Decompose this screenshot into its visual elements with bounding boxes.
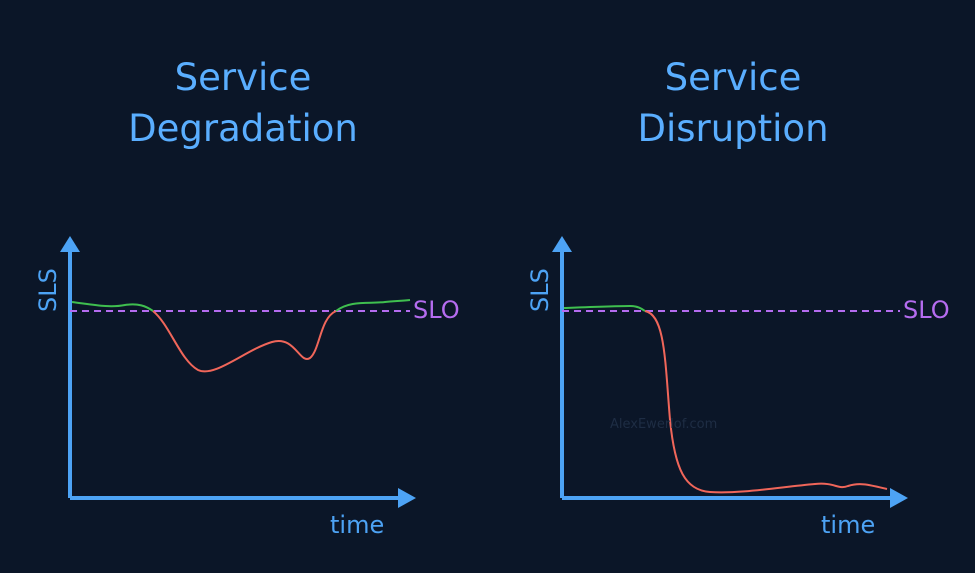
panel-title: Service [175, 56, 312, 99]
arrow-head [552, 236, 572, 252]
arrow-head [398, 488, 416, 508]
panel-title: Disruption [637, 107, 828, 150]
panel-title: Service [665, 56, 802, 99]
watermark: AlexEwerlof.com [610, 417, 717, 432]
sls-ok-line [71, 301, 154, 312]
panel-title: Degradation [128, 107, 358, 150]
y-label: SLS [526, 268, 554, 312]
sls-ok-line [563, 304, 646, 312]
sls-bad-line [644, 310, 888, 494]
arrow-head [60, 236, 80, 252]
slo-label: SLO [903, 296, 950, 324]
arrow-head [890, 488, 908, 508]
x-label: time [330, 511, 384, 539]
x-label: time [821, 511, 875, 539]
y-label: SLS [34, 268, 62, 312]
sls-ok-line [335, 299, 411, 312]
sls-bad-line [152, 310, 337, 373]
slo-label: SLO [413, 296, 460, 324]
